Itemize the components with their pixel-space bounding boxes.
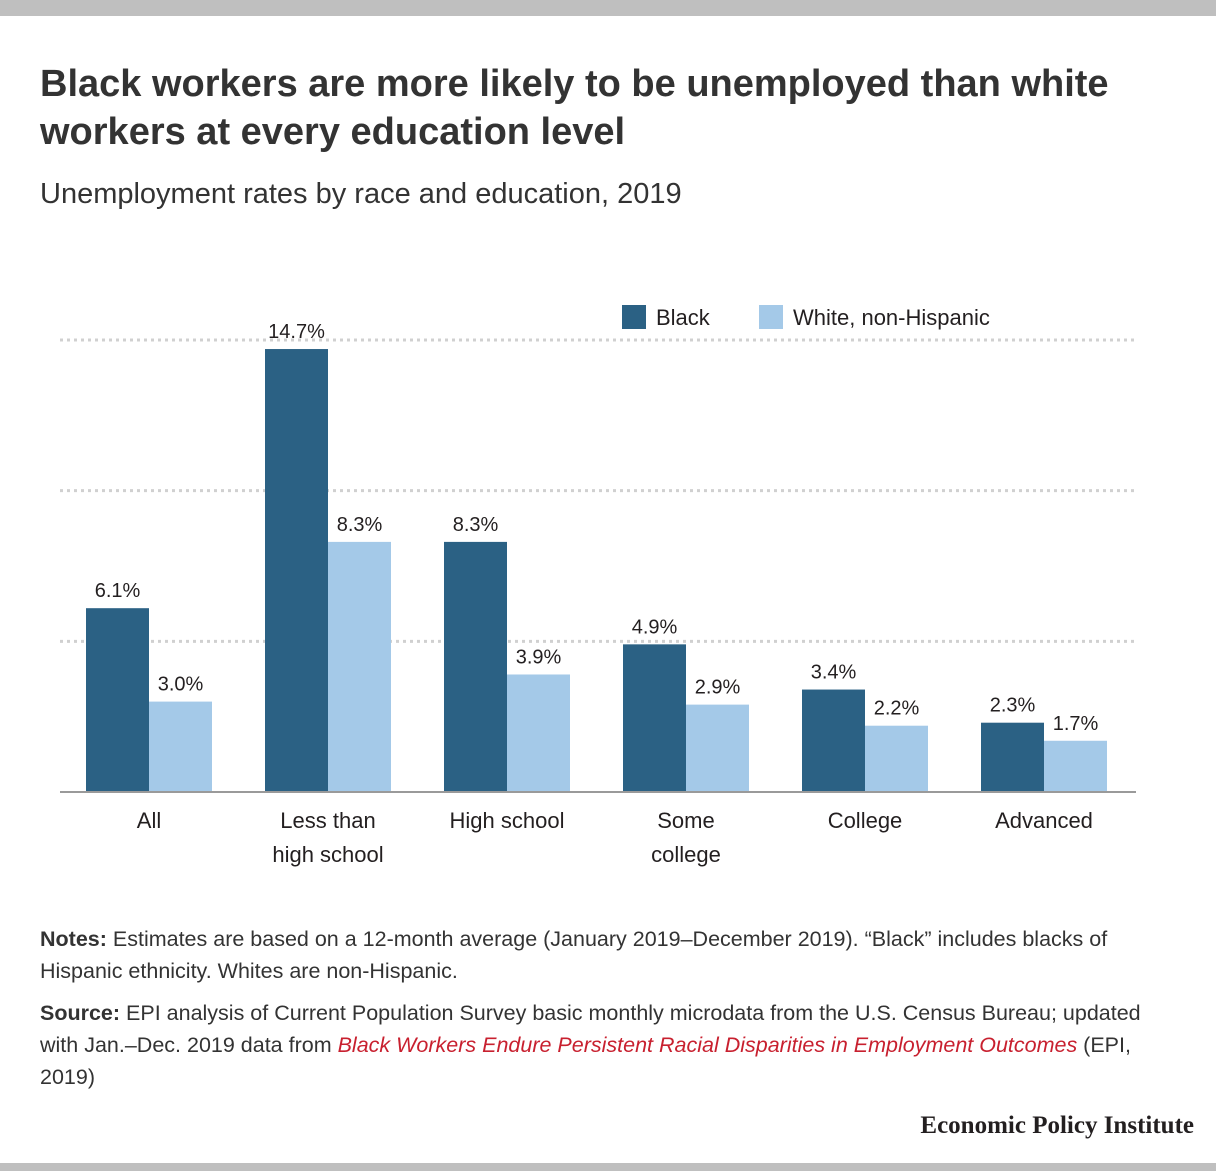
- source-text: EPI analysis of Current Population Surve…: [40, 1001, 1141, 1057]
- data-label: 2.3%: [990, 695, 1036, 717]
- bar-white: [1044, 740, 1107, 792]
- bar-black: [623, 644, 686, 792]
- category-label: Advanced: [995, 808, 1093, 833]
- source-report-link[interactable]: Black Workers Endure Persistent Racial D…: [337, 1033, 1078, 1057]
- bar-white: [507, 674, 570, 792]
- legend-swatch-black: [622, 305, 646, 329]
- bottom-border: [0, 1163, 1216, 1171]
- data-label: 14.7%: [268, 321, 325, 343]
- data-label: 2.9%: [695, 677, 741, 699]
- category-label: Some: [657, 808, 714, 833]
- epi-logo: Economic Policy Institute: [920, 1112, 1194, 1139]
- data-label: 8.3%: [337, 514, 383, 536]
- notes-label: Notes:: [40, 927, 107, 951]
- bar-white: [328, 541, 391, 792]
- category-label: Less than: [280, 808, 375, 833]
- bar-black: [444, 541, 507, 792]
- data-label: 3.9%: [516, 646, 562, 668]
- bar-white: [149, 701, 212, 792]
- data-label: 1.7%: [1053, 713, 1099, 735]
- data-label: 8.3%: [453, 514, 499, 536]
- source: Source: EPI analysis of Current Populati…: [40, 997, 1180, 1093]
- legend-label: Black: [656, 305, 711, 330]
- notes-text: Estimates are based on a 12-month averag…: [40, 927, 1108, 983]
- notes: Notes: Estimates are based on a 12-month…: [40, 923, 1180, 987]
- bar-black: [802, 689, 865, 792]
- top-border: [0, 0, 1216, 16]
- legend-label: White, non-Hispanic: [793, 305, 990, 330]
- source-suffix: (EPI, 2019): [40, 1033, 1131, 1089]
- bar-black: [981, 722, 1044, 792]
- data-label: 3.4%: [811, 662, 857, 684]
- source-label: Source:: [40, 1001, 121, 1025]
- legend-swatch-white: [759, 305, 783, 329]
- chart-subtitle: Unemployment rates by race and education…: [40, 178, 682, 210]
- category-label: High school: [450, 808, 565, 833]
- data-label: 4.9%: [632, 616, 678, 638]
- data-label: 3.0%: [158, 674, 204, 696]
- bar-black: [265, 349, 328, 792]
- bar-chart: 6.1% 3.0% All 14.7% 8.3% Less than high school…: [60, 305, 1136, 867]
- category-label: All: [137, 808, 161, 833]
- category-label: College: [828, 808, 903, 833]
- data-label: 6.1%: [95, 580, 141, 602]
- chart-title: Black workers are more likely to be unem…: [40, 63, 1109, 153]
- data-label: 2.2%: [874, 698, 920, 720]
- category-label: college: [651, 842, 721, 867]
- bar-black: [86, 608, 149, 792]
- category-label: high school: [272, 842, 383, 867]
- bar-white: [865, 725, 928, 792]
- bar-white: [686, 704, 749, 792]
